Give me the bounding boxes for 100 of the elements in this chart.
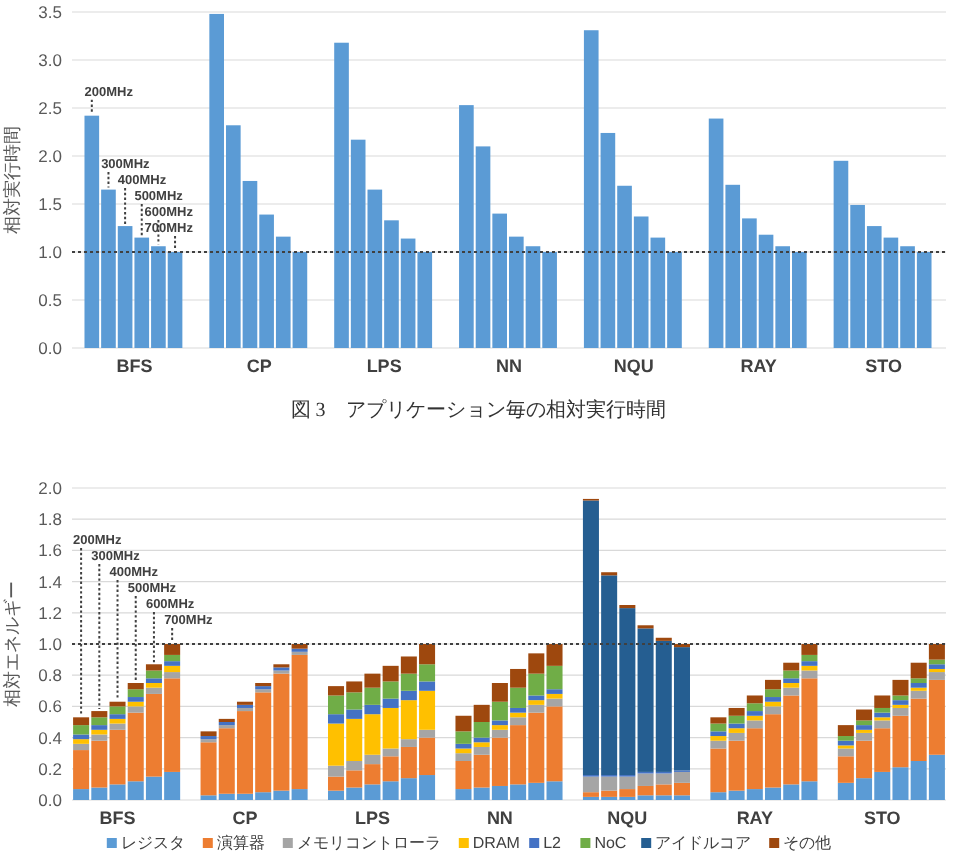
bar: [892, 695, 909, 701]
bar: [856, 709, 873, 721]
y-tick-label: 0.8: [38, 665, 63, 686]
bar: [746, 703, 763, 712]
bar: [109, 723, 126, 730]
bar: [710, 717, 727, 724]
bar: [892, 679, 909, 696]
bar: [73, 717, 90, 726]
bar: [164, 644, 181, 655]
bar: [801, 670, 818, 679]
x-tick-label: NN: [486, 808, 513, 828]
x-tick-label: NQU: [613, 356, 654, 376]
x-tick-label: STO: [863, 808, 901, 828]
x-tick-label: LPS: [366, 356, 402, 376]
bar: [419, 681, 436, 691]
legend-label: L2: [543, 834, 563, 852]
y-tick-label: 3.5: [38, 1, 63, 22]
bar: [73, 734, 90, 740]
y-tick-label: 0.0: [38, 337, 63, 358]
bar: [928, 672, 945, 680]
bar: [928, 644, 945, 660]
y-axis-title: 相対実行時間: [2, 126, 22, 234]
bar: [145, 687, 162, 694]
bar: [109, 706, 126, 715]
legend-label: 演算器: [216, 834, 265, 852]
y-tick-label: 1.5: [38, 193, 63, 214]
x-tick-label: BFS: [116, 356, 153, 376]
y-tick-label: 1.4: [38, 571, 63, 592]
x-tick-label: RAY: [740, 356, 777, 376]
bar: [91, 711, 108, 718]
legend-label: その他: [783, 834, 832, 852]
y-tick-label: 1.0: [38, 241, 63, 262]
bar: [856, 732, 873, 741]
y-tick-label: 1.6: [38, 540, 63, 561]
y-tick-label: 1.2: [38, 602, 63, 623]
bar: [783, 662, 800, 671]
bar: [710, 723, 727, 732]
bar: [874, 720, 891, 729]
legend-label: メモリコントローラ: [296, 834, 441, 852]
x-tick-label: BFS: [99, 808, 136, 828]
bar: [127, 683, 144, 690]
legend-label: レジスタ: [120, 834, 185, 852]
y-tick-label: 2.5: [38, 97, 63, 118]
bar: [491, 720, 508, 726]
x-tick-label: CP: [232, 808, 258, 828]
legend-label: アイドルコア: [655, 834, 752, 852]
bar: [400, 739, 417, 747]
bar: [127, 689, 144, 698]
bar: [109, 718, 126, 724]
bar: [164, 654, 181, 662]
y-tick-label: 3.0: [38, 49, 63, 70]
bar: [710, 731, 727, 737]
x-tick-label: NN: [496, 356, 522, 376]
bar: [73, 743, 90, 751]
bar: [728, 715, 745, 724]
bar: [145, 664, 162, 671]
bar: [200, 731, 217, 737]
bar: [728, 707, 745, 716]
bar: [856, 720, 873, 726]
bar: [910, 690, 927, 699]
bar: [892, 707, 909, 716]
bar: [728, 732, 745, 741]
x-tick-label: RAY: [736, 808, 773, 828]
bar: [91, 717, 108, 726]
bar: [491, 729, 508, 738]
bar: [874, 707, 891, 713]
bar: [164, 672, 181, 679]
bar: [164, 665, 181, 673]
x-tick-label: LPS: [354, 808, 390, 828]
bar: [419, 729, 436, 738]
bar: [546, 693, 563, 699]
bar: [91, 734, 108, 741]
bar: [783, 670, 800, 679]
x-tick-label: STO: [865, 356, 902, 376]
x-tick-label: CP: [246, 356, 272, 376]
bar: [455, 743, 472, 749]
bar: [710, 740, 727, 749]
text: 図 3 アプリケーション毎の相対実行時間: [290, 398, 666, 422]
y-tick-label: 0.2: [38, 758, 63, 779]
bar: [145, 670, 162, 679]
y-tick-label: 0.4: [38, 727, 63, 748]
legend-label: NoC: [594, 834, 627, 852]
bar: [801, 644, 818, 655]
bar: [910, 662, 927, 679]
bar: [746, 720, 763, 729]
bar: [837, 725, 854, 737]
bar: [765, 706, 782, 715]
y-tick-label: 2.0: [38, 145, 63, 166]
bar: [510, 717, 527, 726]
bar: [801, 654, 818, 662]
bar: [837, 748, 854, 757]
bar: [801, 665, 818, 671]
y-tick-label: 1.8: [38, 509, 63, 530]
bar: [765, 689, 782, 698]
bar: [73, 725, 90, 735]
y-tick-label: 1.0: [38, 633, 63, 654]
bar: [746, 695, 763, 704]
y-tick-label: 2.0: [38, 477, 63, 498]
bar: [874, 695, 891, 708]
y-tick-label: 0.6: [38, 696, 63, 717]
